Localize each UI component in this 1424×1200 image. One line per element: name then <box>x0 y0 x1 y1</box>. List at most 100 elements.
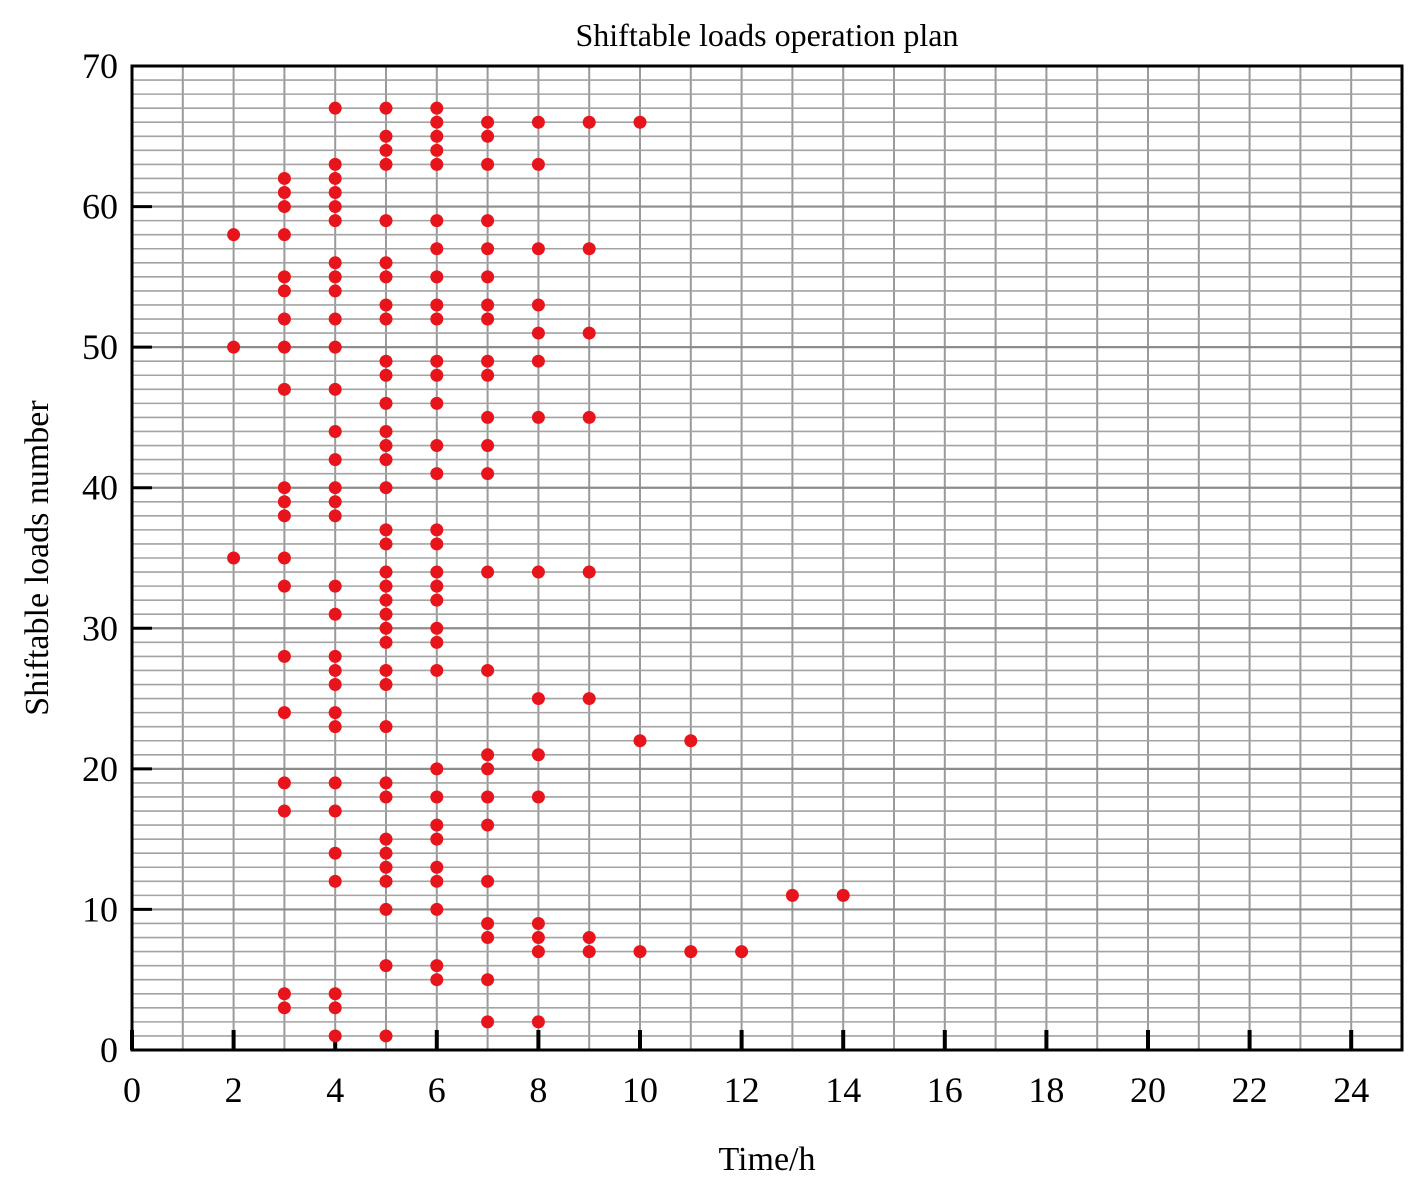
data-point <box>531 916 545 930</box>
x-tick-label: 16 <box>927 1070 963 1110</box>
data-point <box>277 804 291 818</box>
data-point <box>481 874 495 888</box>
y-tick-label: 10 <box>82 889 118 929</box>
y-tick-label: 20 <box>82 749 118 789</box>
data-point <box>430 874 444 888</box>
data-point <box>531 242 545 256</box>
data-point <box>379 720 393 734</box>
data-point <box>379 396 393 410</box>
data-point <box>430 973 444 987</box>
data-point <box>481 354 495 368</box>
data-point <box>531 1015 545 1029</box>
data-point <box>430 270 444 284</box>
data-point <box>277 340 291 354</box>
data-point <box>836 888 850 902</box>
data-point <box>328 579 342 593</box>
data-point <box>430 621 444 635</box>
y-tick-label: 40 <box>82 468 118 508</box>
data-point <box>328 481 342 495</box>
data-point <box>227 228 241 242</box>
data-point <box>481 368 495 382</box>
data-point <box>531 945 545 959</box>
data-point <box>582 692 596 706</box>
data-point <box>430 762 444 776</box>
data-point <box>430 439 444 453</box>
x-tick-label: 24 <box>1333 1070 1369 1110</box>
data-point <box>785 888 799 902</box>
data-point <box>328 804 342 818</box>
data-point <box>277 186 291 200</box>
data-point <box>481 1015 495 1029</box>
data-point <box>328 453 342 467</box>
data-point <box>582 242 596 256</box>
data-point <box>379 537 393 551</box>
x-tick-label: 18 <box>1028 1070 1064 1110</box>
data-point <box>328 874 342 888</box>
data-point <box>328 101 342 115</box>
data-point <box>328 987 342 1001</box>
data-point <box>481 916 495 930</box>
data-point <box>582 410 596 424</box>
data-point <box>379 101 393 115</box>
data-point <box>430 115 444 129</box>
data-point <box>277 200 291 214</box>
data-point <box>328 312 342 326</box>
data-point <box>481 973 495 987</box>
data-point <box>481 663 495 677</box>
data-point <box>379 157 393 171</box>
data-point <box>531 410 545 424</box>
data-point <box>277 481 291 495</box>
data-point <box>582 326 596 340</box>
x-tick-label: 22 <box>1232 1070 1268 1110</box>
data-point <box>328 706 342 720</box>
data-point <box>430 860 444 874</box>
data-point <box>379 607 393 621</box>
data-point <box>277 509 291 523</box>
data-point <box>430 832 444 846</box>
data-point <box>277 1001 291 1015</box>
data-point <box>277 495 291 509</box>
data-point <box>684 945 698 959</box>
data-point <box>328 200 342 214</box>
data-point <box>328 720 342 734</box>
data-point <box>227 340 241 354</box>
x-tick-label: 4 <box>326 1070 344 1110</box>
data-point <box>328 340 342 354</box>
data-point <box>277 312 291 326</box>
data-point <box>531 298 545 312</box>
plot-frame <box>130 64 1404 1052</box>
data-point <box>328 776 342 790</box>
data-point <box>481 790 495 804</box>
data-point <box>481 157 495 171</box>
grid-lines <box>132 66 1402 1050</box>
data-point <box>328 509 342 523</box>
data-point <box>430 368 444 382</box>
data-point <box>379 129 393 143</box>
data-point <box>379 579 393 593</box>
data-point <box>633 115 647 129</box>
x-axis-label: Time/h <box>718 1141 815 1178</box>
data-point <box>430 663 444 677</box>
data-point <box>430 354 444 368</box>
data-point <box>277 171 291 185</box>
data-point <box>328 495 342 509</box>
data-point <box>277 706 291 720</box>
data-point <box>277 776 291 790</box>
data-point <box>430 818 444 832</box>
data-point <box>379 354 393 368</box>
data-point <box>430 298 444 312</box>
data-point <box>379 678 393 692</box>
data-point <box>531 157 545 171</box>
x-tick-label: 12 <box>724 1070 760 1110</box>
data-point <box>430 537 444 551</box>
data-point <box>684 734 698 748</box>
data-point <box>430 214 444 228</box>
data-point <box>328 663 342 677</box>
data-point <box>379 874 393 888</box>
data-point <box>430 467 444 481</box>
data-point <box>379 959 393 973</box>
data-point <box>481 565 495 579</box>
data-point <box>481 115 495 129</box>
